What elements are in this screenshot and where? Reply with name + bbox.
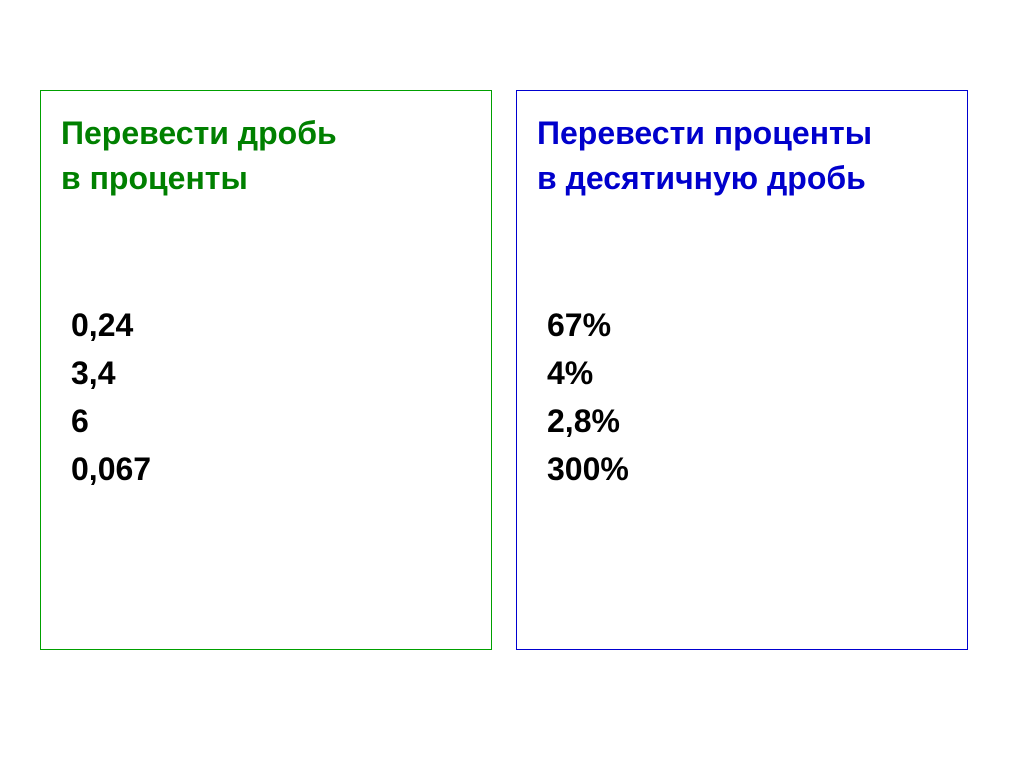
left-value: 3,4	[71, 349, 471, 397]
right-box: Перевести проценты в десятичную дробь 67…	[516, 90, 968, 650]
right-value: 2,8%	[547, 397, 947, 445]
right-title-line1: Перевести проценты	[537, 111, 947, 156]
left-value: 6	[71, 397, 471, 445]
left-value: 0,24	[71, 301, 471, 349]
left-title: Перевести дробь в проценты	[61, 111, 471, 201]
left-values: 0,24 3,4 6 0,067	[61, 301, 471, 493]
container: Перевести дробь в проценты 0,24 3,4 6 0,…	[40, 90, 984, 650]
right-title-line2: в десятичную дробь	[537, 156, 947, 201]
right-values: 67% 4% 2,8% 300%	[537, 301, 947, 493]
left-title-line1: Перевести дробь	[61, 111, 471, 156]
left-title-line2: в проценты	[61, 156, 471, 201]
right-value: 67%	[547, 301, 947, 349]
left-value: 0,067	[71, 445, 471, 493]
right-title: Перевести проценты в десятичную дробь	[537, 111, 947, 201]
left-box: Перевести дробь в проценты 0,24 3,4 6 0,…	[40, 90, 492, 650]
right-value: 300%	[547, 445, 947, 493]
right-value: 4%	[547, 349, 947, 397]
